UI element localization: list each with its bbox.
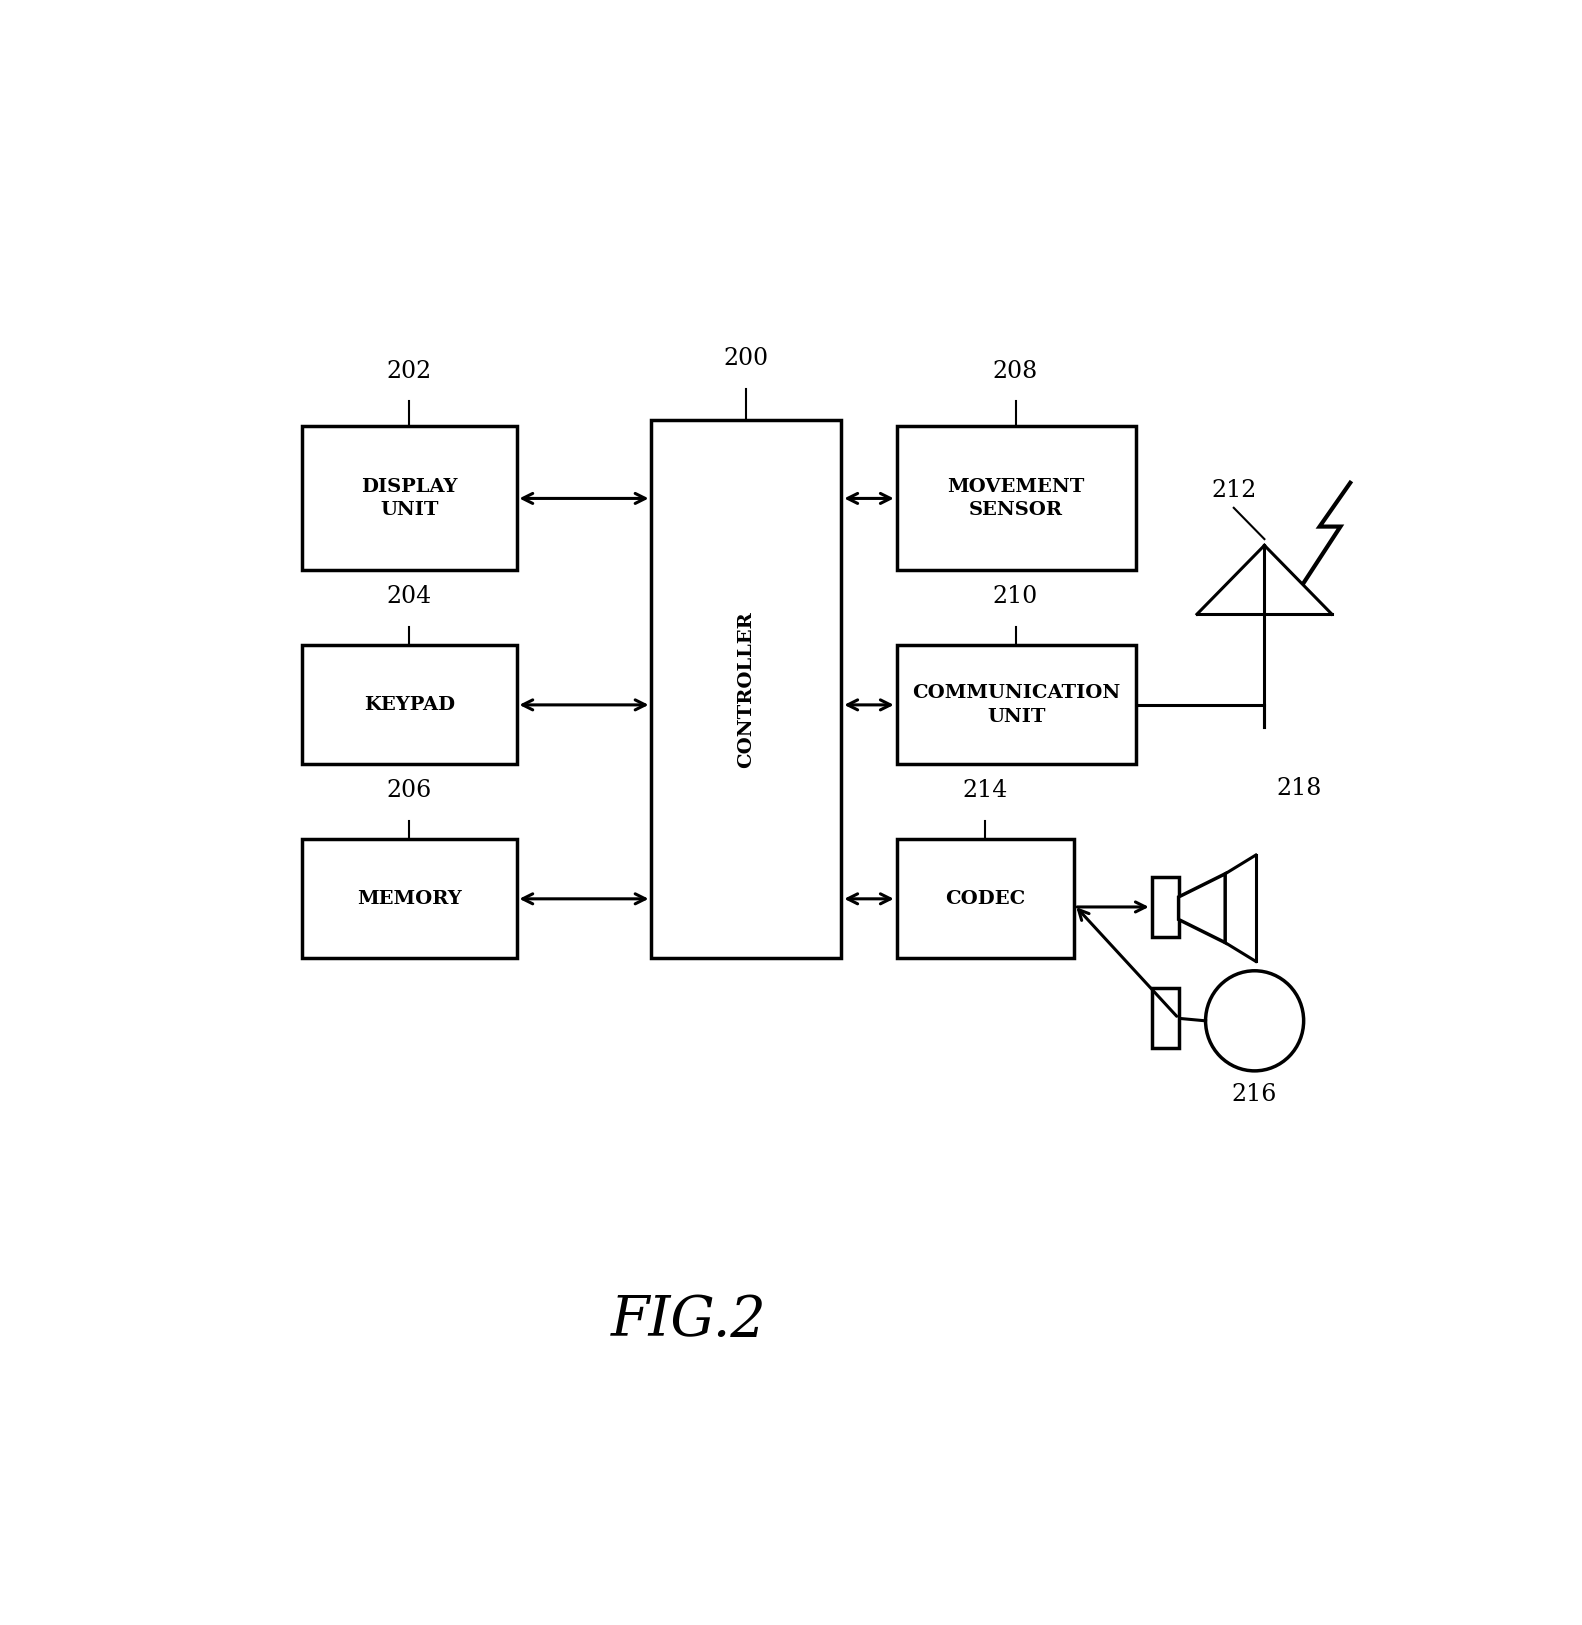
Text: MEMORY: MEMORY <box>358 891 462 908</box>
Text: 210: 210 <box>993 585 1038 608</box>
Polygon shape <box>1179 874 1224 942</box>
FancyBboxPatch shape <box>652 421 842 959</box>
FancyBboxPatch shape <box>897 645 1136 764</box>
Text: DISPLAY
UNIT: DISPLAY UNIT <box>361 478 457 520</box>
FancyBboxPatch shape <box>302 426 517 570</box>
FancyBboxPatch shape <box>1152 988 1179 1048</box>
FancyBboxPatch shape <box>302 840 517 959</box>
Text: 206: 206 <box>386 778 432 801</box>
Text: 200: 200 <box>723 348 769 370</box>
Text: 216: 216 <box>1232 1084 1277 1107</box>
Text: 212: 212 <box>1212 478 1256 502</box>
Text: 214: 214 <box>962 778 1008 801</box>
Text: 202: 202 <box>386 359 432 382</box>
Text: 208: 208 <box>993 359 1038 382</box>
FancyBboxPatch shape <box>302 645 517 764</box>
Text: 204: 204 <box>386 585 432 608</box>
Text: CONTROLLER: CONTROLLER <box>737 611 756 767</box>
FancyBboxPatch shape <box>897 426 1136 570</box>
Text: KEYPAD: KEYPAD <box>364 696 454 713</box>
Text: FIG.2: FIG.2 <box>611 1294 766 1349</box>
Text: MOVEMENT
SENSOR: MOVEMENT SENSOR <box>948 478 1085 520</box>
Text: 218: 218 <box>1277 777 1323 800</box>
FancyBboxPatch shape <box>897 840 1074 959</box>
FancyBboxPatch shape <box>1152 878 1179 938</box>
Text: CODEC: CODEC <box>946 891 1025 908</box>
Text: COMMUNICATION
UNIT: COMMUNICATION UNIT <box>911 684 1120 726</box>
